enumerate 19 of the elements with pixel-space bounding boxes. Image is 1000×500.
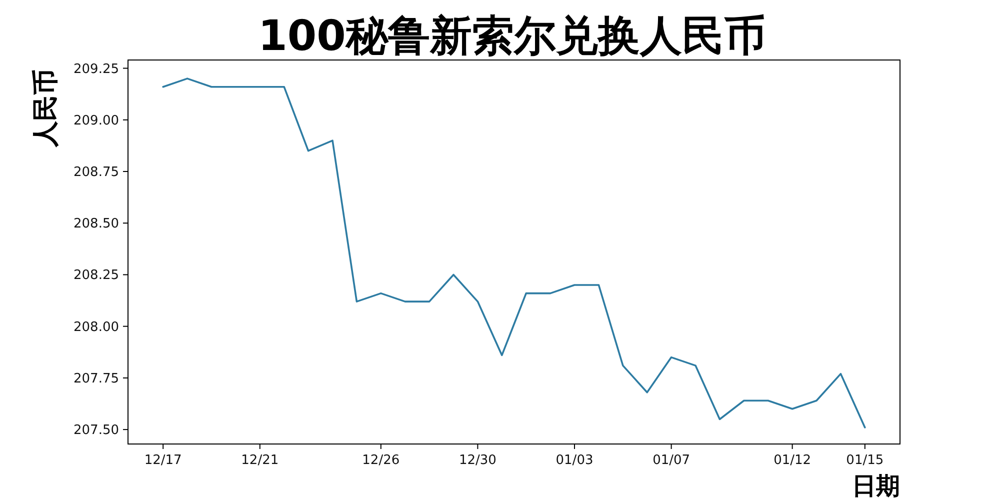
y-axis-title: 人民币	[31, 69, 61, 148]
x-tick-label: 01/03	[556, 453, 594, 468]
y-tick-label: 208.50	[74, 216, 119, 232]
x-tick-label: 12/21	[241, 453, 279, 468]
y-tick-label: 208.75	[74, 164, 119, 180]
y-tick-label: 207.50	[74, 423, 119, 438]
x-tick-label: 12/17	[144, 453, 182, 468]
x-tick-label: 01/15	[846, 453, 884, 468]
x-tick-label: 12/26	[362, 453, 400, 468]
y-tick-label: 209.25	[74, 62, 119, 77]
y-tick-label: 208.25	[74, 268, 119, 284]
chart-title: 100秘鲁新索尔兑换人民币	[258, 11, 766, 60]
x-axis-title: 日期	[852, 472, 900, 500]
y-tick-label: 207.75	[74, 371, 119, 386]
y-tick-label: 208.00	[74, 320, 119, 335]
y-tick-label: 209.00	[74, 113, 119, 128]
x-tick-label: 01/07	[652, 453, 690, 468]
x-tick-label: 12/30	[458, 453, 496, 468]
x-tick-label: 01/12	[774, 453, 812, 468]
